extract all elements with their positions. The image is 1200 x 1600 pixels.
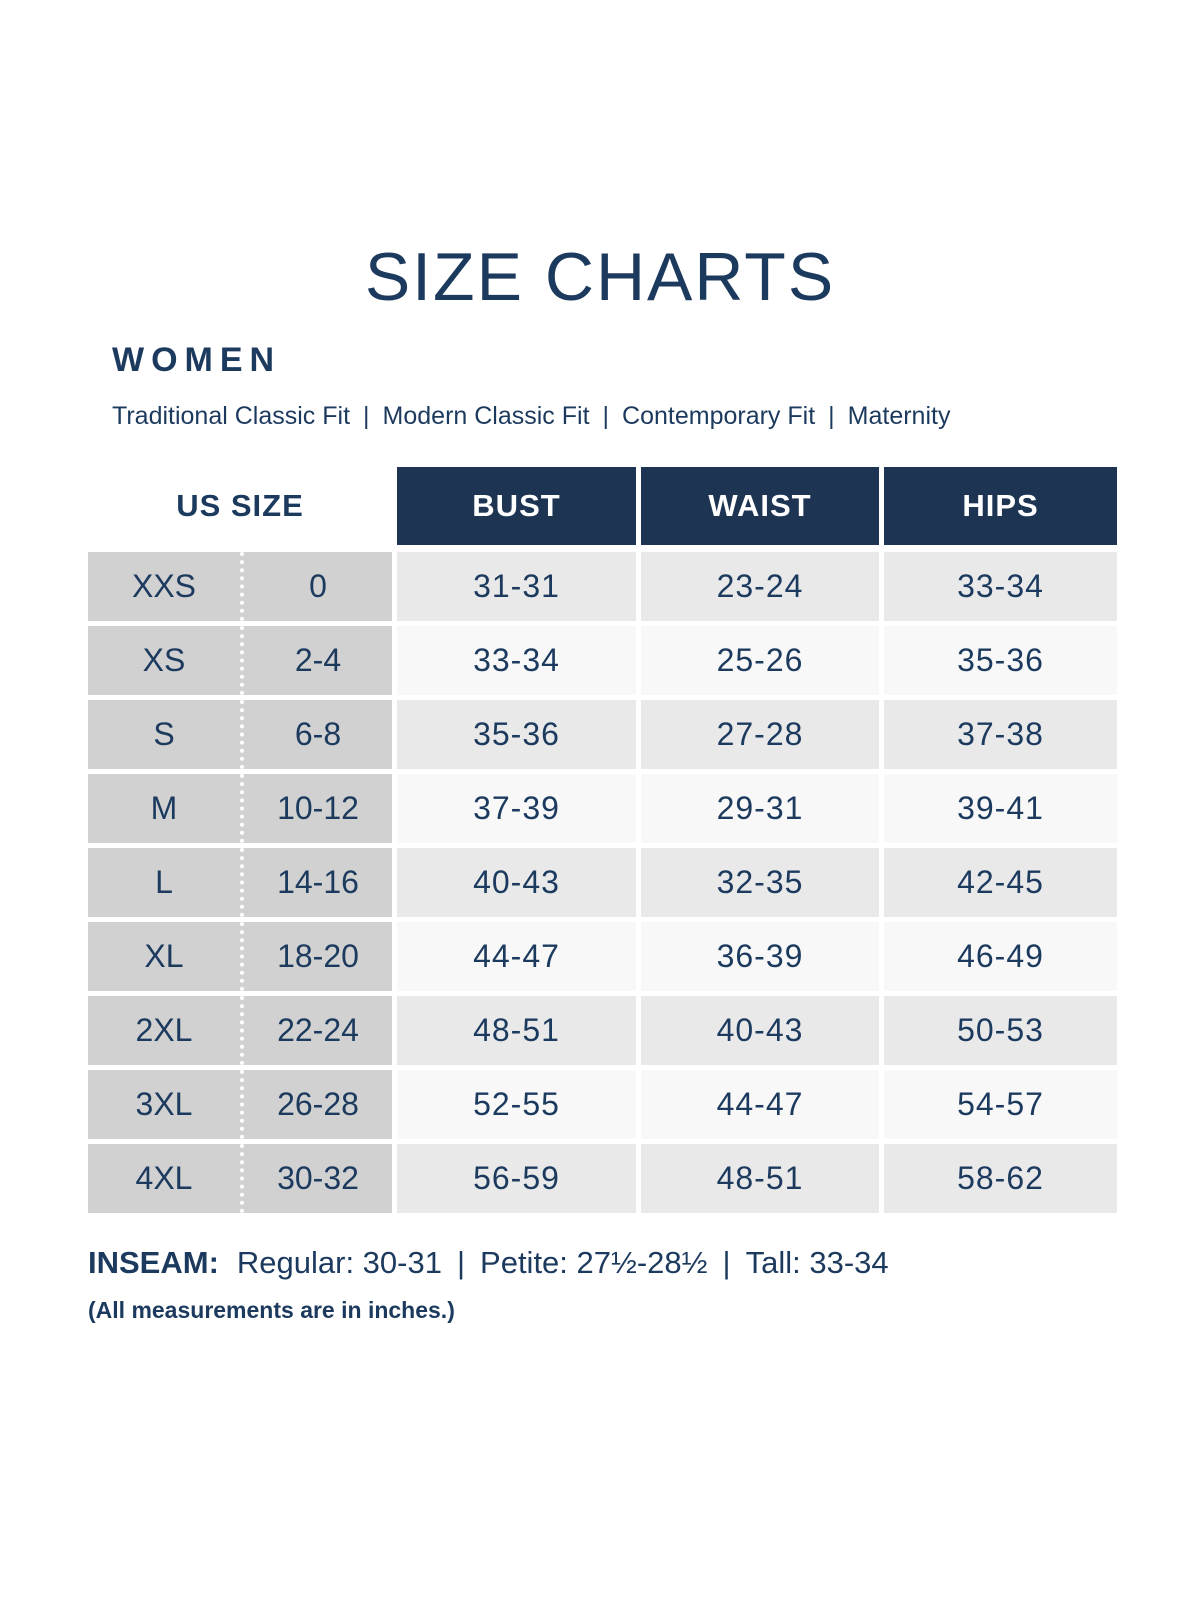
size-pair-cell: M 10-12 [88,774,392,843]
waist-column-header: WAIST [641,467,879,545]
fit-separator: | [363,402,370,430]
fit-name-maternity: Maternity [847,402,951,430]
fit-name-modern: Modern Classic Fit [382,402,590,430]
us-size-cell: 0 [240,552,392,621]
inseam-item-regular: Regular: 30-31 [236,1245,442,1280]
us-size-cell: 22-24 [240,996,392,1065]
table-header-row: US SIZE BUST WAIST HIPS [88,467,1117,545]
inseam-label: INSEAM: [88,1245,219,1280]
size-name-cell: 3XL [135,1086,193,1122]
bust-value: 40-43 [397,848,636,917]
size-pair-cell: XL 18-20 [88,922,392,991]
bust-value: 44-47 [397,922,636,991]
bust-value: 33-34 [397,626,636,695]
hips-value: 50-53 [884,996,1117,1065]
table-row-s: S 6-8 35-36 27-28 37-38 [88,700,1117,769]
size-pair-cell: S 6-8 [88,700,392,769]
us-size-cell: 30-32 [240,1144,392,1213]
women-size-table: US SIZE BUST WAIST HIPS XXS 0 31-31 23-2… [88,467,1117,1218]
size-name-cell: XXS [131,568,197,604]
hips-value: 46-49 [884,922,1117,991]
table-row-2xl: 2XL 22-24 48-51 40-43 50-53 [88,996,1117,1065]
waist-value: 27-28 [641,700,879,769]
us-size-column-header: US SIZE [176,488,304,523]
table-row-xxs: XXS 0 31-31 23-24 33-34 [88,552,1117,621]
inseam-item-tall: Tall: 33-34 [745,1245,889,1280]
inseam-line: INSEAM: Regular: 30-31 | Petite: 27½-28½ | Ta… [88,1245,889,1281]
table-row-4xl: 4XL 30-32 56-59 48-51 58-62 [88,1144,1117,1213]
size-pair-cell: 2XL 22-24 [88,996,392,1065]
size-pair-cell: XXS 0 [88,552,392,621]
size-pair-cell: XS 2-4 [88,626,392,695]
fit-name-traditional: Traditional Classic Fit [112,402,351,430]
table-row-m: M 10-12 37-39 29-31 39-41 [88,774,1117,843]
inseam-separator: | [456,1245,466,1280]
size-name-cell: M [150,790,178,826]
bust-value: 52-55 [397,1070,636,1139]
us-size-cell: 18-20 [240,922,392,991]
waist-value: 44-47 [641,1070,879,1139]
bust-value: 35-36 [397,700,636,769]
waist-value: 32-35 [641,848,879,917]
size-name-cell: 4XL [135,1160,193,1196]
waist-value: 48-51 [641,1144,879,1213]
fit-separator: | [828,402,835,430]
bust-value: 56-59 [397,1144,636,1213]
bust-value: 48-51 [397,996,636,1065]
us-size-cell: 6-8 [240,700,392,769]
inseam-item-petite: Petite: 27½-28½ [480,1245,708,1280]
table-row-l: L 14-16 40-43 32-35 42-45 [88,848,1117,917]
fit-name-contemporary: Contemporary Fit [622,402,816,430]
hips-value: 33-34 [884,552,1117,621]
waist-value: 29-31 [641,774,879,843]
size-pair-cell: 4XL 30-32 [88,1144,392,1213]
hips-value: 37-38 [884,700,1117,769]
us-size-cell: 26-28 [240,1070,392,1139]
size-name-cell: L [155,864,173,900]
page-title: SIZE CHARTS [364,239,836,315]
size-pair-cell: 3XL 26-28 [88,1070,392,1139]
hips-value: 58-62 [884,1144,1117,1213]
waist-value: 36-39 [641,922,879,991]
us-size-cell: 2-4 [240,626,392,695]
measurements-note: (All measurements are in inches.) [88,1297,455,1323]
bust-column-header: BUST [397,467,636,545]
size-name-cell: S [153,716,175,752]
size-name-cell: XS [142,642,186,678]
section-heading-women: WOMEN [112,341,282,379]
size-pair-cell: L 14-16 [88,848,392,917]
table-row-3xl: 3XL 26-28 52-55 44-47 54-57 [88,1070,1117,1139]
us-size-cell: 14-16 [240,848,392,917]
size-name-cell: 2XL [135,1012,193,1048]
table-body: XXS 0 31-31 23-24 33-34 XS 2-4 33-34 25-… [88,552,1117,1213]
us-size-cell: 10-12 [240,774,392,843]
fits-line: Traditional Classic Fit | Modern Classic F… [112,402,950,431]
waist-value: 40-43 [641,996,879,1065]
hips-value: 42-45 [884,848,1117,917]
waist-value: 23-24 [641,552,879,621]
bust-value: 37-39 [397,774,636,843]
hips-value: 54-57 [884,1070,1117,1139]
size-name-cell: XL [144,938,184,974]
bust-value: 31-31 [397,552,636,621]
table-row-xs: XS 2-4 33-34 25-26 35-36 [88,626,1117,695]
waist-value: 25-26 [641,626,879,695]
inseam-separator: | [722,1245,731,1280]
hips-column-header: HIPS [884,467,1117,545]
table-row-xl: XL 18-20 44-47 36-39 46-49 [88,922,1117,991]
hips-value: 39-41 [884,774,1117,843]
fit-separator: | [602,402,610,430]
hips-value: 35-36 [884,626,1117,695]
